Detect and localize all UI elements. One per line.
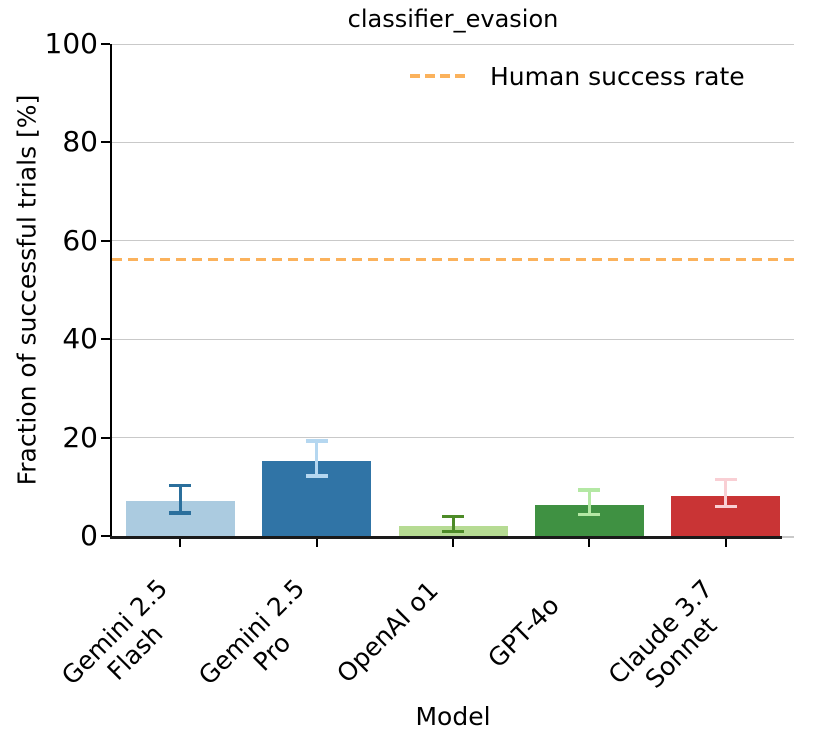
error-bar-gpt-4o [587, 490, 591, 515]
y-tick-label-20: 20 [62, 420, 98, 454]
error-bar-claude-3-7-sonnet [724, 479, 728, 507]
legend: Human success rate [410, 61, 800, 91]
y-tick-60 [101, 239, 110, 242]
human-success-rate-line [112, 257, 794, 261]
x-axis-spine-stub [782, 536, 794, 538]
y-tick-label-40: 40 [62, 322, 98, 356]
x-tick-label-gpt-4o: GPT-4o [482, 590, 566, 674]
error-bar-gemini-2-5-pro [315, 441, 319, 476]
error-cap-top-gemini-2-5-flash [169, 483, 192, 488]
x-tick-claude-3-7-sonnet [724, 538, 727, 547]
y-tick-label-100: 100 [44, 27, 98, 60]
y-tick-40 [101, 338, 110, 341]
chart-title: classifier_evasion [347, 5, 559, 33]
legend-dashed-line-swatch [410, 74, 466, 78]
y-tick-100 [101, 43, 110, 45]
error-cap-top-openai-o1 [442, 514, 464, 519]
gridline-60 [112, 240, 794, 242]
y-axis-spine [110, 44, 112, 538]
x-axis-label: Model [415, 702, 491, 731]
error-bar-gemini-2-5-flash [178, 485, 182, 513]
error-cap-top-claude-3-7-sonnet [714, 477, 737, 482]
y-tick-80 [101, 141, 110, 144]
error-cap-top-gemini-2-5-pro [305, 439, 328, 443]
x-tick-gemini-2-5-pro [315, 538, 318, 547]
legend-label: Human success rate [490, 61, 745, 91]
error-cap-bottom-openai-o1 [442, 529, 464, 534]
error-cap-top-gpt-4o [578, 488, 601, 492]
gridline-20 [112, 437, 794, 439]
error-cap-bottom-gpt-4o [578, 512, 601, 517]
gridline-40 [112, 338, 794, 340]
y-tick-label-60: 60 [62, 223, 98, 257]
error-cap-bottom-gemini-2-5-flash [169, 511, 192, 515]
error-cap-bottom-claude-3-7-sonnet [714, 504, 737, 509]
error-bar-openai-o1 [451, 516, 455, 532]
x-tick-openai-o1 [452, 538, 454, 547]
x-tick-gpt-4o [588, 538, 591, 547]
gridline-80 [112, 141, 794, 144]
y-tick-label-80: 80 [62, 125, 98, 159]
y-tick-20 [101, 436, 110, 439]
plot-area [101, 43, 794, 547]
y-tick-0 [101, 535, 110, 537]
x-tick-gemini-2-5-flash [179, 538, 182, 547]
y-tick-label-0: 0 [80, 519, 98, 552]
error-cap-bottom-gemini-2-5-pro [305, 474, 328, 478]
gridline-100 [112, 43, 794, 45]
x-axis-spine [110, 535, 782, 539]
